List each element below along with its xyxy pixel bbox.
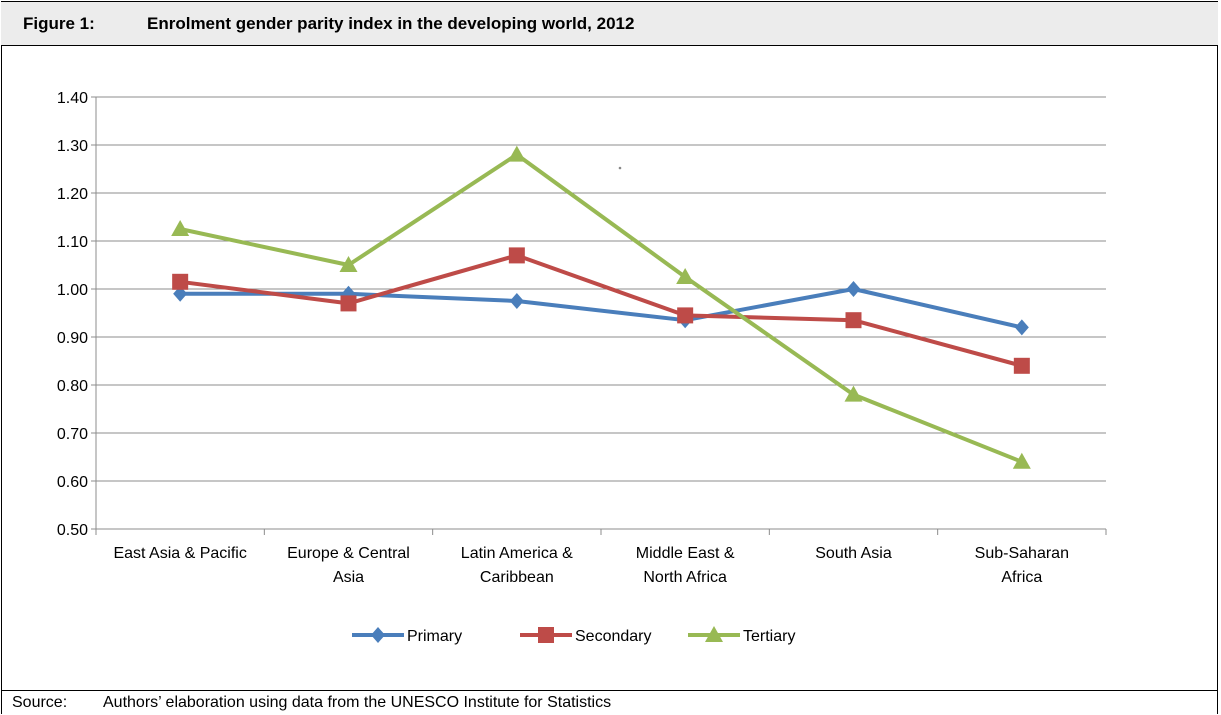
primary-data-point <box>509 293 524 309</box>
tertiary-data-point <box>171 220 190 236</box>
line-chart: 0.50 0.60 0.70 0.80 0.90 1.00 1.10 1.20 1.30 1.40… <box>57 90 1107 645</box>
y-tick-label: 0.50 <box>57 522 88 539</box>
x-tick-label: Middle East & <box>636 545 735 562</box>
tertiary-data-point <box>339 256 358 272</box>
primary-series-line <box>180 287 1023 330</box>
figure-title: Enrolment gender parity index in the dev… <box>147 14 635 33</box>
figure-label: Figure 1: <box>23 14 95 33</box>
y-tick-label: 0.60 <box>57 474 88 491</box>
x-tick-label: Latin America & <box>461 545 573 562</box>
secondary-data-point <box>677 307 694 324</box>
primary-data-point <box>846 281 861 297</box>
x-tick-label: Europe & Central <box>287 545 410 562</box>
secondary-data-point <box>172 273 189 290</box>
y-tick-label: 0.80 <box>57 378 88 395</box>
tertiary-data-point <box>676 268 695 284</box>
secondary-data-point <box>1013 357 1030 374</box>
tertiary-legend-label: Tertiary <box>743 628 795 645</box>
tertiary-data-point <box>1012 452 1031 469</box>
primary-legend-label: Primary <box>407 628 462 645</box>
x-tick-label: North Africa <box>643 569 727 586</box>
y-tick-label: 1.30 <box>57 138 88 155</box>
y-tick-label: 0.70 <box>57 426 88 443</box>
y-tick-label: 0.90 <box>57 330 88 347</box>
figure-header: Figure 1: Enrolment gender parity index … <box>1 1 1218 46</box>
y-tick-label: 1.00 <box>57 282 88 299</box>
primary-data-point <box>1014 319 1029 336</box>
secondary-data-point <box>845 312 862 329</box>
secondary-legend-marker <box>538 627 554 643</box>
x-tick-label: South Asia <box>815 545 892 562</box>
tertiary-data-point <box>844 385 863 402</box>
secondary-data-point <box>340 295 357 312</box>
stray-dot <box>618 166 622 170</box>
tertiary-data-point <box>507 145 526 162</box>
x-tick-label: Asia <box>333 569 364 586</box>
footer-divider <box>1 690 1218 691</box>
x-tick-label: Sub-Saharan <box>975 545 1069 562</box>
secondary-data-point <box>508 247 525 264</box>
secondary-legend-label: Secondary <box>575 628 652 645</box>
x-tick-label: Caribbean <box>480 569 554 586</box>
tertiary-legend-marker <box>705 626 723 642</box>
y-tick-label: 1.40 <box>57 90 88 107</box>
primary-legend-marker <box>371 627 385 643</box>
x-tick-label: East Asia & Pacific <box>113 545 246 562</box>
source-label: Source: <box>12 694 68 711</box>
y-tick-label: 1.20 <box>57 186 88 203</box>
secondary-series-line <box>179 253 1023 368</box>
tertiary-series-line <box>179 152 1023 464</box>
source-text: Authors’ elaboration using data from the… <box>103 694 612 711</box>
y-tick-label: 1.10 <box>57 234 88 251</box>
x-tick-label: Africa <box>1001 569 1042 586</box>
